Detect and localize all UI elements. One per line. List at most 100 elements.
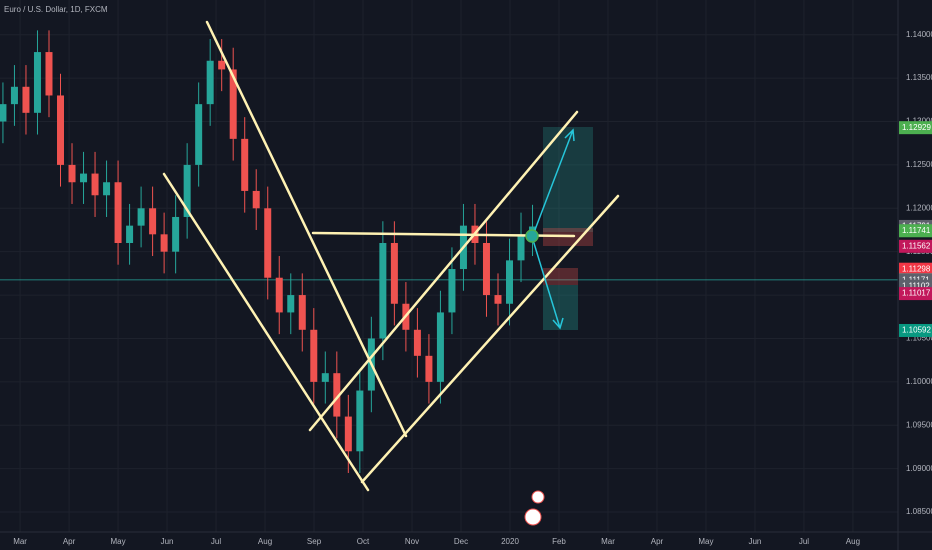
x-tick-label: Jun [161,537,174,546]
price-tag-label: 1.11562 [902,241,931,250]
trend-line [360,194,620,484]
candle-body [390,243,398,304]
candle-body [287,295,295,313]
trend-line [162,172,370,492]
x-tick-label: Apr [63,537,76,546]
candle-body [436,312,444,382]
candle-body [356,390,364,452]
candle-body [183,164,191,217]
price-tag [899,323,932,337]
trend-line [205,20,408,438]
chart-title: Euro / U.S. Dollar, 1D, FXCM [4,5,108,14]
x-tick-label: May [698,537,713,546]
trend-line [308,110,579,432]
x-tick-label: Sep [307,537,322,546]
candle-body [264,208,272,278]
x-tick-label: Mar [13,537,27,546]
price-tag-label: 1.11017 [902,289,931,298]
event-icon [524,508,542,526]
price-tag [899,239,932,253]
candle-body [45,52,53,96]
price-tag [899,224,932,238]
price-tag-label: 1.11102 [902,281,930,290]
x-tick-label: Nov [405,537,419,546]
candle-body [80,173,88,183]
candle-body [160,234,168,252]
candle-body [22,86,30,113]
y-tick-label: 1.10500 [906,334,932,343]
candle-body [195,104,203,165]
y-tick-label: 1.10000 [906,377,932,386]
event-icon [531,490,545,504]
price-tag-label: 1.12929 [902,123,931,132]
y-tick-label: 1.14000 [906,30,932,39]
y-tick-label: 1.12000 [906,203,932,212]
arrow-head [552,317,564,330]
x-tick-label: Aug [258,537,272,546]
x-tick-label: Dec [454,537,468,546]
x-tick-label: Jun [748,537,761,546]
candle-body [241,138,249,191]
arrow [532,129,574,236]
candle-body [252,190,260,209]
price-tag-label: 1.11741 [902,226,931,235]
candle-body [0,104,7,122]
candle-body [103,182,111,196]
y-tick-label: 1.09000 [906,464,932,473]
candle-body [33,52,41,113]
arrow-head [564,128,575,142]
candle-body [413,329,421,356]
candle-body [218,60,226,70]
candle-body [425,355,433,382]
candle-body [482,243,490,296]
candle-body [10,86,18,105]
y-tick-label: 1.09500 [906,420,932,429]
marker [525,229,539,243]
candle-body [494,295,502,304]
y-tick-label: 1.13000 [906,117,932,126]
price-tags: 1.129291.117911.117411.115621.112981.111… [899,121,932,337]
x-tick-label: Oct [357,537,370,546]
candle-body [229,69,237,139]
price-tag [899,287,932,301]
candle-body [333,373,341,417]
x-tick-label: Feb [552,537,566,546]
candle-body [448,269,456,313]
candle-body [57,95,65,165]
x-tick-label: Jul [211,537,221,546]
x-tick-label: Aug [846,537,860,546]
x-tick-label: Apr [651,537,664,546]
arrows [525,128,575,330]
candle-body [298,295,306,330]
trend-lines [162,20,620,492]
candle-body [137,208,145,226]
candle-body [114,182,122,244]
y-tick-label: 1.12500 [906,160,932,169]
candle-body [310,329,318,382]
candle-body [68,164,76,183]
price-tag [899,121,932,135]
price-tag [899,262,932,276]
candle-body [172,216,180,252]
candle-body [517,234,525,261]
candle-body [126,225,134,244]
candle-body [321,373,329,382]
y-tick-label: 1.08500 [906,507,932,516]
x-tick-label: 2020 [501,537,519,546]
y-tick-label: 1.13500 [906,73,932,82]
short-stop-zone [543,268,578,285]
arrow [532,239,561,329]
candle-body [149,208,157,235]
price-tag-label: 1.10592 [902,326,931,335]
candle-body [344,416,352,452]
price-tag-label: 1.11298 [902,264,931,273]
candle-body [206,60,214,105]
x-tick-label: Jul [799,537,809,546]
x-tick-label: May [111,537,126,546]
candle-body [91,173,99,196]
candle-body [506,260,514,304]
candle-body [275,277,283,313]
events [524,490,545,526]
x-tick-label: Mar [601,537,615,546]
